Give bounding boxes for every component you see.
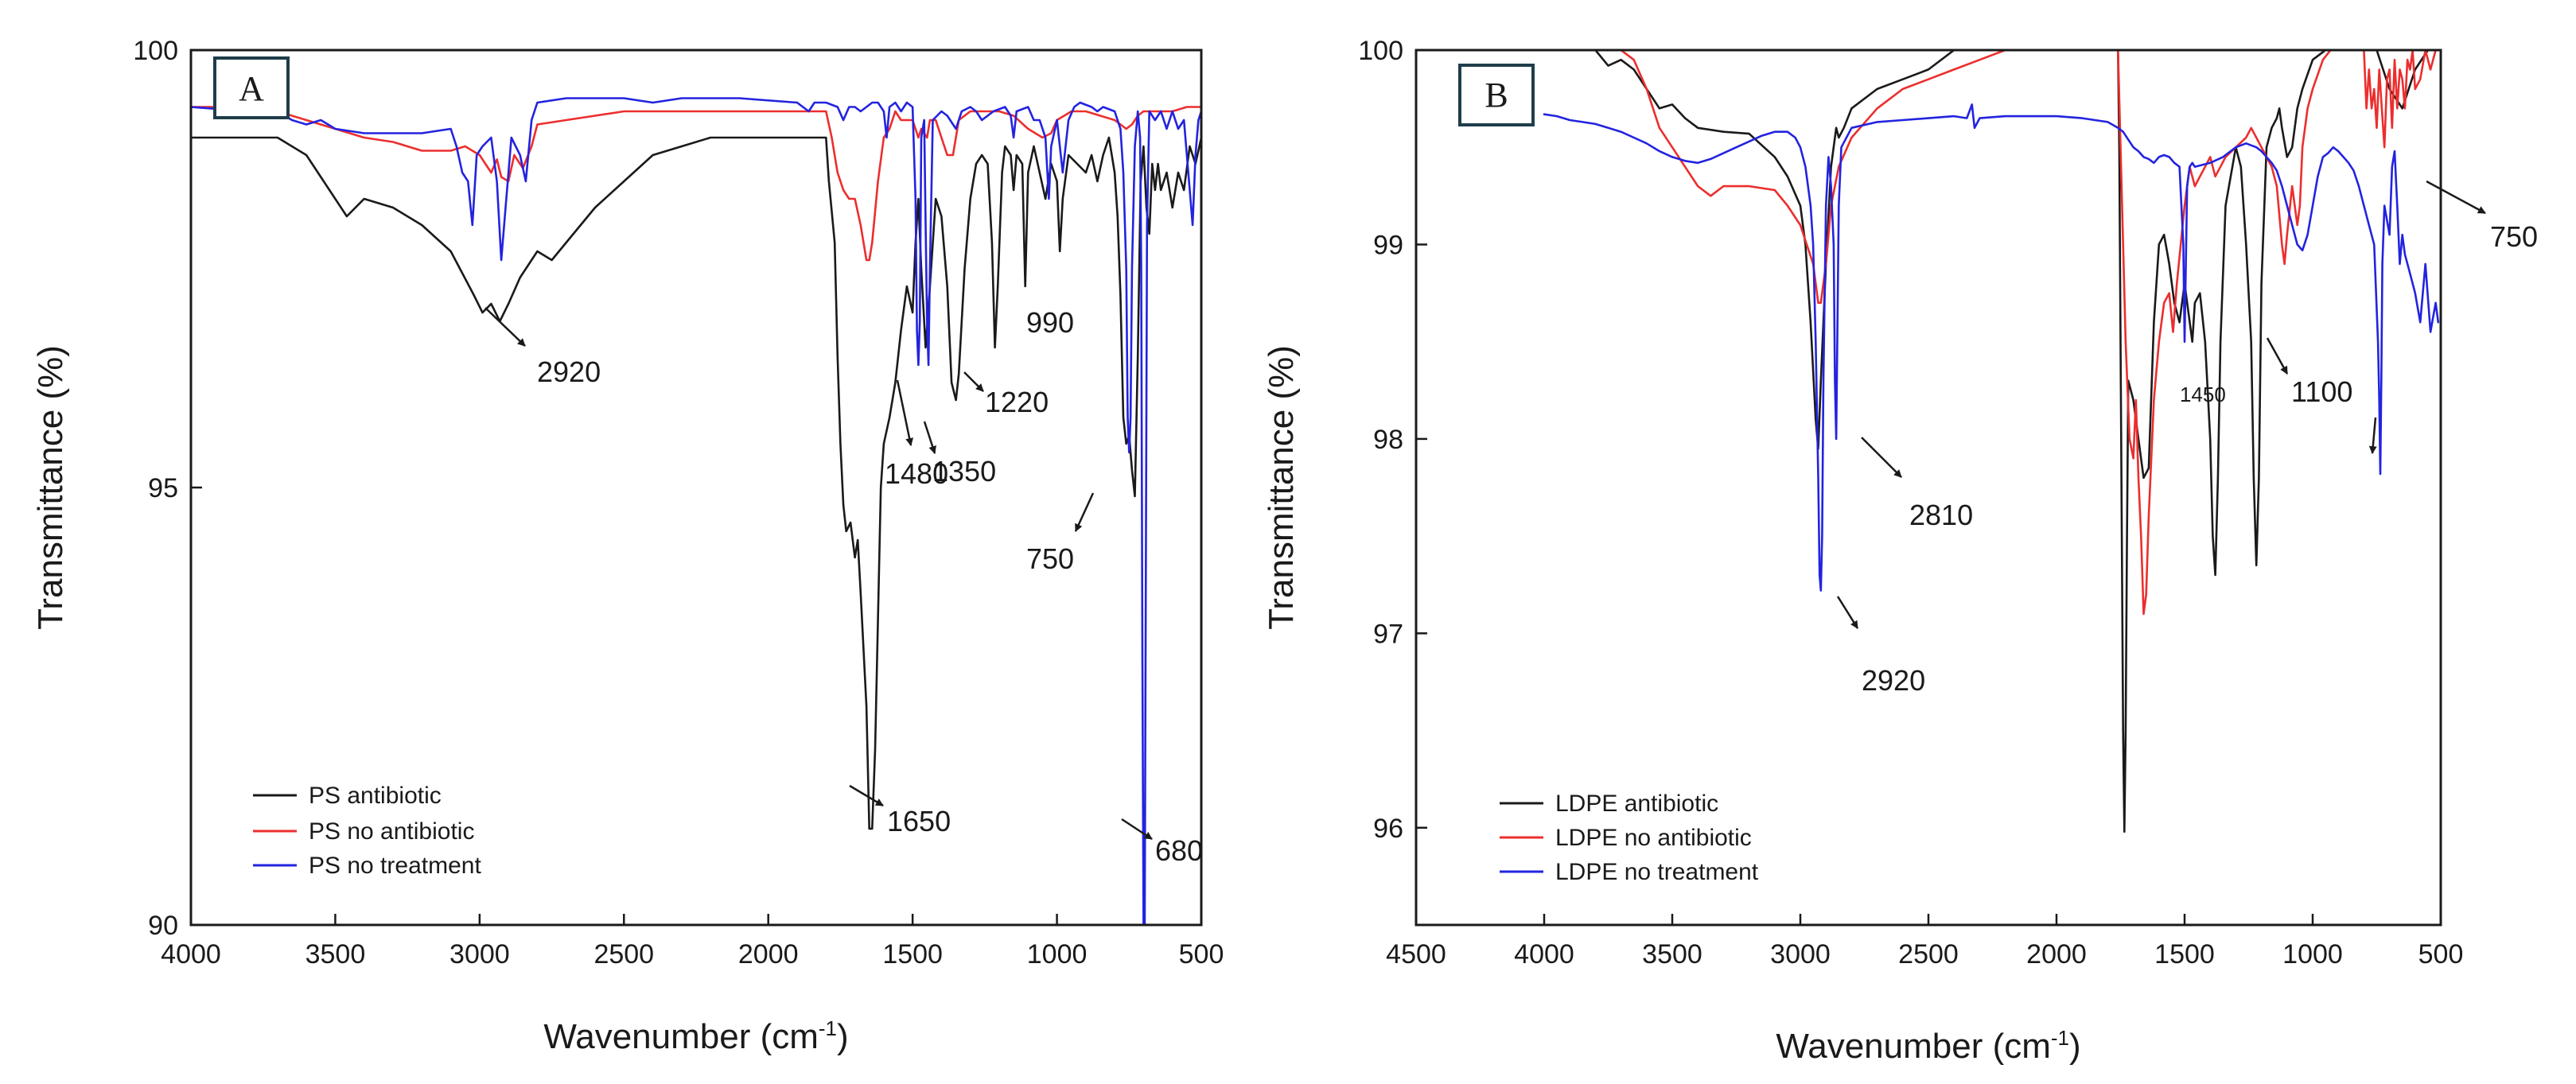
annotation-label: 2920	[537, 356, 601, 388]
annotation-2810-b: 2810	[1861, 437, 1973, 531]
panel-letter-a: A	[239, 69, 264, 108]
annotation-label: 750	[1026, 542, 1074, 575]
annotation-1350-a: 1350	[923, 421, 996, 488]
legend-entry: PS no treatment	[253, 853, 481, 879]
annotation-680-a: 680	[1121, 818, 1203, 867]
legend-label: PS no antibiotic	[309, 818, 474, 845]
annotation-1100-b: 1100	[2266, 337, 2352, 408]
legend-entry: LDPE antibiotic	[1500, 791, 1718, 817]
y-tick-label: 96	[1373, 814, 1403, 844]
y-tick-label: 100	[1358, 36, 1403, 66]
x-tick-label: 1500	[882, 939, 943, 969]
chart-panel-b: 4500 4000 3500 3000 2500 2000 1500 1000 500 96 97 9…	[1262, 36, 2538, 1066]
y-tick-label: 98	[1373, 425, 1403, 455]
legend-label: PS antibiotic	[309, 783, 442, 809]
x-tick-label: 3000	[449, 939, 510, 969]
y-tick-label: 100	[133, 36, 178, 66]
legend-entry: LDPE no treatment	[1500, 859, 1759, 885]
annotation-label: 750	[2490, 220, 2538, 253]
annotation-label: 1100	[2291, 375, 2352, 408]
legend-label: LDPE no antibiotic	[1555, 825, 1752, 851]
x-tick-label: 4000	[161, 939, 221, 969]
annotation-1480-a: 1480	[885, 379, 948, 490]
legend-b: LDPE antibiotic LDPE no antibiotic LDPE …	[1500, 791, 1759, 885]
y-tick-label: 97	[1373, 619, 1403, 649]
y-tick-label: 99	[1373, 230, 1403, 260]
annotation-label: 2810	[1909, 499, 1973, 531]
annotation-label: 680	[1155, 834, 1203, 867]
y-tick-label: 90	[148, 911, 178, 941]
annotation-label: 1450	[2180, 383, 2226, 406]
annotation-label: 1480	[885, 457, 948, 490]
legend-entry: PS antibiotic	[253, 783, 442, 809]
x-tick-label: 500	[1179, 939, 1224, 969]
x-tick-label: 2000	[738, 939, 799, 969]
x-tick-label: 2500	[593, 939, 654, 969]
x-tick-label: 1000	[1027, 939, 1088, 969]
legend-entry: LDPE no antibiotic	[1500, 825, 1752, 851]
series-line-ldpe-no-antibiotic	[1543, 50, 2441, 616]
annotation-2920-b: 2920	[1836, 596, 1925, 697]
x-tick-label: 2500	[1898, 939, 1959, 969]
x-tick-label: 500	[2418, 939, 2464, 969]
annotation-1220-a: 1220	[963, 371, 1049, 418]
legend-label: LDPE antibiotic	[1555, 791, 1718, 817]
legend-entry: PS no antibiotic	[253, 818, 474, 845]
x-tick-label: 1500	[2154, 939, 2215, 969]
x-axis-title-a: Wavenumber (cm-1)	[543, 1016, 848, 1056]
x-tick-label: 4000	[1514, 939, 1574, 969]
series-line-ldpe-antibiotic	[1543, 50, 2441, 833]
annotation-1450-b: 1450	[2180, 383, 2377, 454]
series-line-ldpe-no-treatment	[1543, 103, 2440, 592]
series-line-ps-antibiotic	[191, 136, 1201, 830]
x-tick-label: 4500	[1386, 939, 1446, 969]
legend-label: PS no treatment	[309, 853, 481, 879]
annotation-1650-a: 1650	[849, 784, 951, 837]
y-axis-title-a: Transmittance (%)	[31, 345, 70, 630]
annotation-label: 1350	[932, 455, 996, 488]
y-axis-title-b: Transmittance (%)	[1262, 345, 1301, 630]
annotation-990-a: 990	[1026, 306, 1074, 339]
legend-label: LDPE no treatment	[1555, 859, 1759, 885]
panel-label-b: B	[1458, 64, 1535, 126]
annotation-2920-a: 2920	[484, 307, 601, 388]
annotation-label: 990	[1026, 306, 1074, 339]
chart-panel-a: 4000 3500 3000 2500 2000 1500 1000 500 90 95 100 A…	[31, 36, 1224, 1056]
annotation-label: 1650	[887, 805, 951, 837]
series-line-ps-no-treatment	[191, 97, 1201, 925]
x-axis-title-b: Wavenumber (cm-1)	[1776, 1026, 2080, 1066]
annotation-label: 2920	[1862, 664, 1925, 697]
y-tick-label: 95	[148, 473, 178, 503]
x-tick-label: 3500	[305, 939, 366, 969]
x-tick-label: 3500	[1642, 939, 1702, 969]
x-tick-label: 2000	[2026, 939, 2087, 969]
annotation-label: 1220	[985, 386, 1049, 418]
panel-label-a: A	[213, 56, 290, 119]
series-line-ps-no-antibiotic	[191, 106, 1201, 262]
annotation-750-a: 750	[1026, 492, 1095, 575]
legend-a: PS antibiotic PS no antibiotic PS no tre…	[253, 783, 481, 879]
panel-letter-b: B	[1485, 76, 1508, 115]
x-tick-label: 1000	[2282, 939, 2343, 969]
annotation-750-b: 750	[2426, 180, 2538, 253]
x-tick-label: 3000	[1770, 939, 1831, 969]
